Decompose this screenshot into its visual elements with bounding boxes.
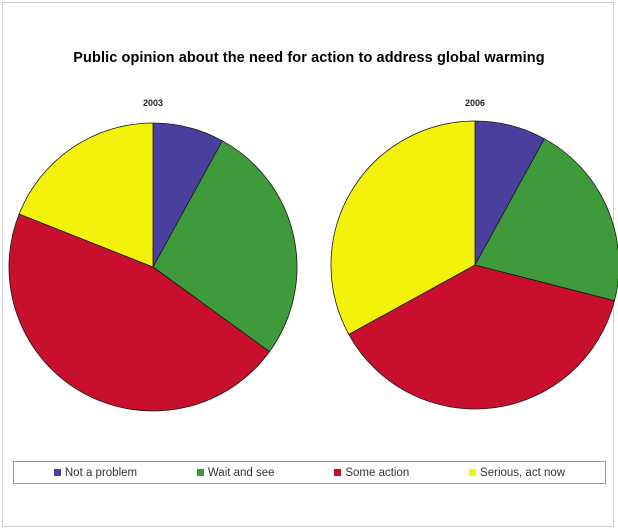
pie-slice-2006-serious-act-now — [330, 120, 476, 335]
legend-swatch-not-a-problem — [53, 469, 61, 476]
pie-slice-2003-serious-act-now — [18, 122, 154, 268]
pie-charts: 2003 2006 — [8, 98, 618, 412]
pie-slice-2006-some-action — [348, 264, 615, 410]
legend-label-some-action: Some action — [345, 466, 410, 479]
pie-slice-2003-some-action — [8, 213, 271, 412]
legend: Not a problem Wait and see Some action S… — [13, 461, 606, 484]
legend-item-some-action: Some action — [334, 467, 409, 479]
legend-item-serious-act-now: Serious, act now — [469, 467, 565, 479]
pie-2006 — [330, 120, 618, 410]
legend-label-not-a-problem: Not a problem — [64, 466, 138, 479]
pie-label-2003: 2003 — [143, 98, 163, 108]
pie-slice-2003-wait-and-see — [152, 140, 298, 353]
pie-label-2006: 2006 — [465, 98, 485, 108]
legend-swatch-serious-act-now — [469, 469, 477, 476]
legend-label-serious-act-now: Serious, act now — [480, 466, 566, 479]
legend-swatch-some-action — [334, 469, 342, 476]
pie-2003 — [8, 122, 298, 412]
chart-title: Public opinion about the need for action… — [73, 50, 545, 66]
legend-label-wait-and-see: Wait and see — [207, 466, 275, 479]
legend-item-not-a-problem: Not a problem — [53, 466, 138, 479]
legend-item-wait-and-see: Wait and see — [196, 466, 275, 479]
legend-swatch-wait-and-see — [196, 469, 204, 476]
